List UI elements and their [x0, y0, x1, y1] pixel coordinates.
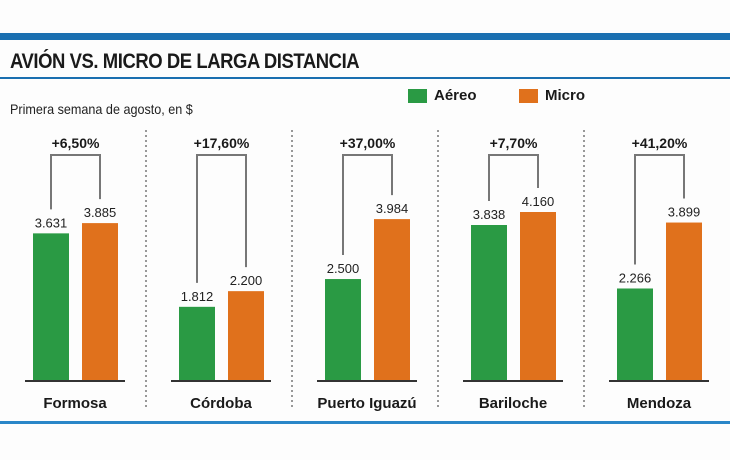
category-label: Córdoba — [190, 395, 252, 412]
bar-value-label: 2.500 — [327, 261, 360, 276]
bar-value-label: 2.200 — [230, 273, 263, 288]
chart-subtitle: Primera semana de agosto, en $ — [10, 101, 193, 117]
bar-aereo — [471, 225, 507, 380]
legend-swatch-aereo — [408, 89, 427, 103]
difference-bracket — [342, 154, 393, 256]
difference-bracket — [488, 154, 539, 202]
bar-aereo — [617, 288, 653, 380]
bar-micro — [520, 212, 556, 380]
category-label: Bariloche — [479, 395, 547, 412]
difference-label: +37,00% — [340, 135, 396, 151]
legend-swatch-micro — [519, 89, 538, 103]
bar-aereo — [325, 279, 361, 380]
bar-value-label: 3.984 — [376, 201, 409, 216]
legend-label-micro: Micro — [545, 87, 586, 104]
bar-micro — [228, 291, 264, 380]
bar-value-label: 3.899 — [668, 205, 701, 220]
bar-micro — [666, 222, 702, 380]
bar-value-label: 3.885 — [84, 205, 117, 220]
category-label: Mendoza — [627, 395, 692, 412]
category-label: Puerto Iguazú — [317, 395, 416, 412]
difference-label: +17,60% — [194, 135, 250, 151]
bar-value-label: 2.266 — [619, 270, 652, 285]
bar-aereo — [179, 306, 215, 380]
difference-label: +7,70% — [490, 135, 538, 151]
bar-aereo — [33, 233, 69, 380]
legend-label-aereo: Aéreo — [434, 87, 477, 104]
difference-bracket — [634, 154, 685, 265]
difference-label: +41,20% — [632, 135, 688, 151]
top-bar — [0, 33, 730, 40]
difference-bracket — [196, 154, 247, 283]
bar-value-label: 3.838 — [473, 207, 506, 222]
category-label: Formosa — [43, 395, 107, 412]
bar-value-label: 1.812 — [181, 289, 214, 304]
difference-bracket — [50, 154, 101, 210]
bar-value-label: 4.160 — [522, 194, 555, 209]
bar-micro — [374, 219, 410, 380]
bar-micro — [82, 223, 118, 380]
title-underline — [0, 77, 730, 79]
bar-value-label: 3.631 — [35, 215, 68, 230]
chart-title: AVIÓN VS. MICRO DE LARGA DISTANCIA — [10, 50, 360, 73]
bottom-rule — [0, 421, 730, 424]
difference-label: +6,50% — [52, 135, 100, 151]
